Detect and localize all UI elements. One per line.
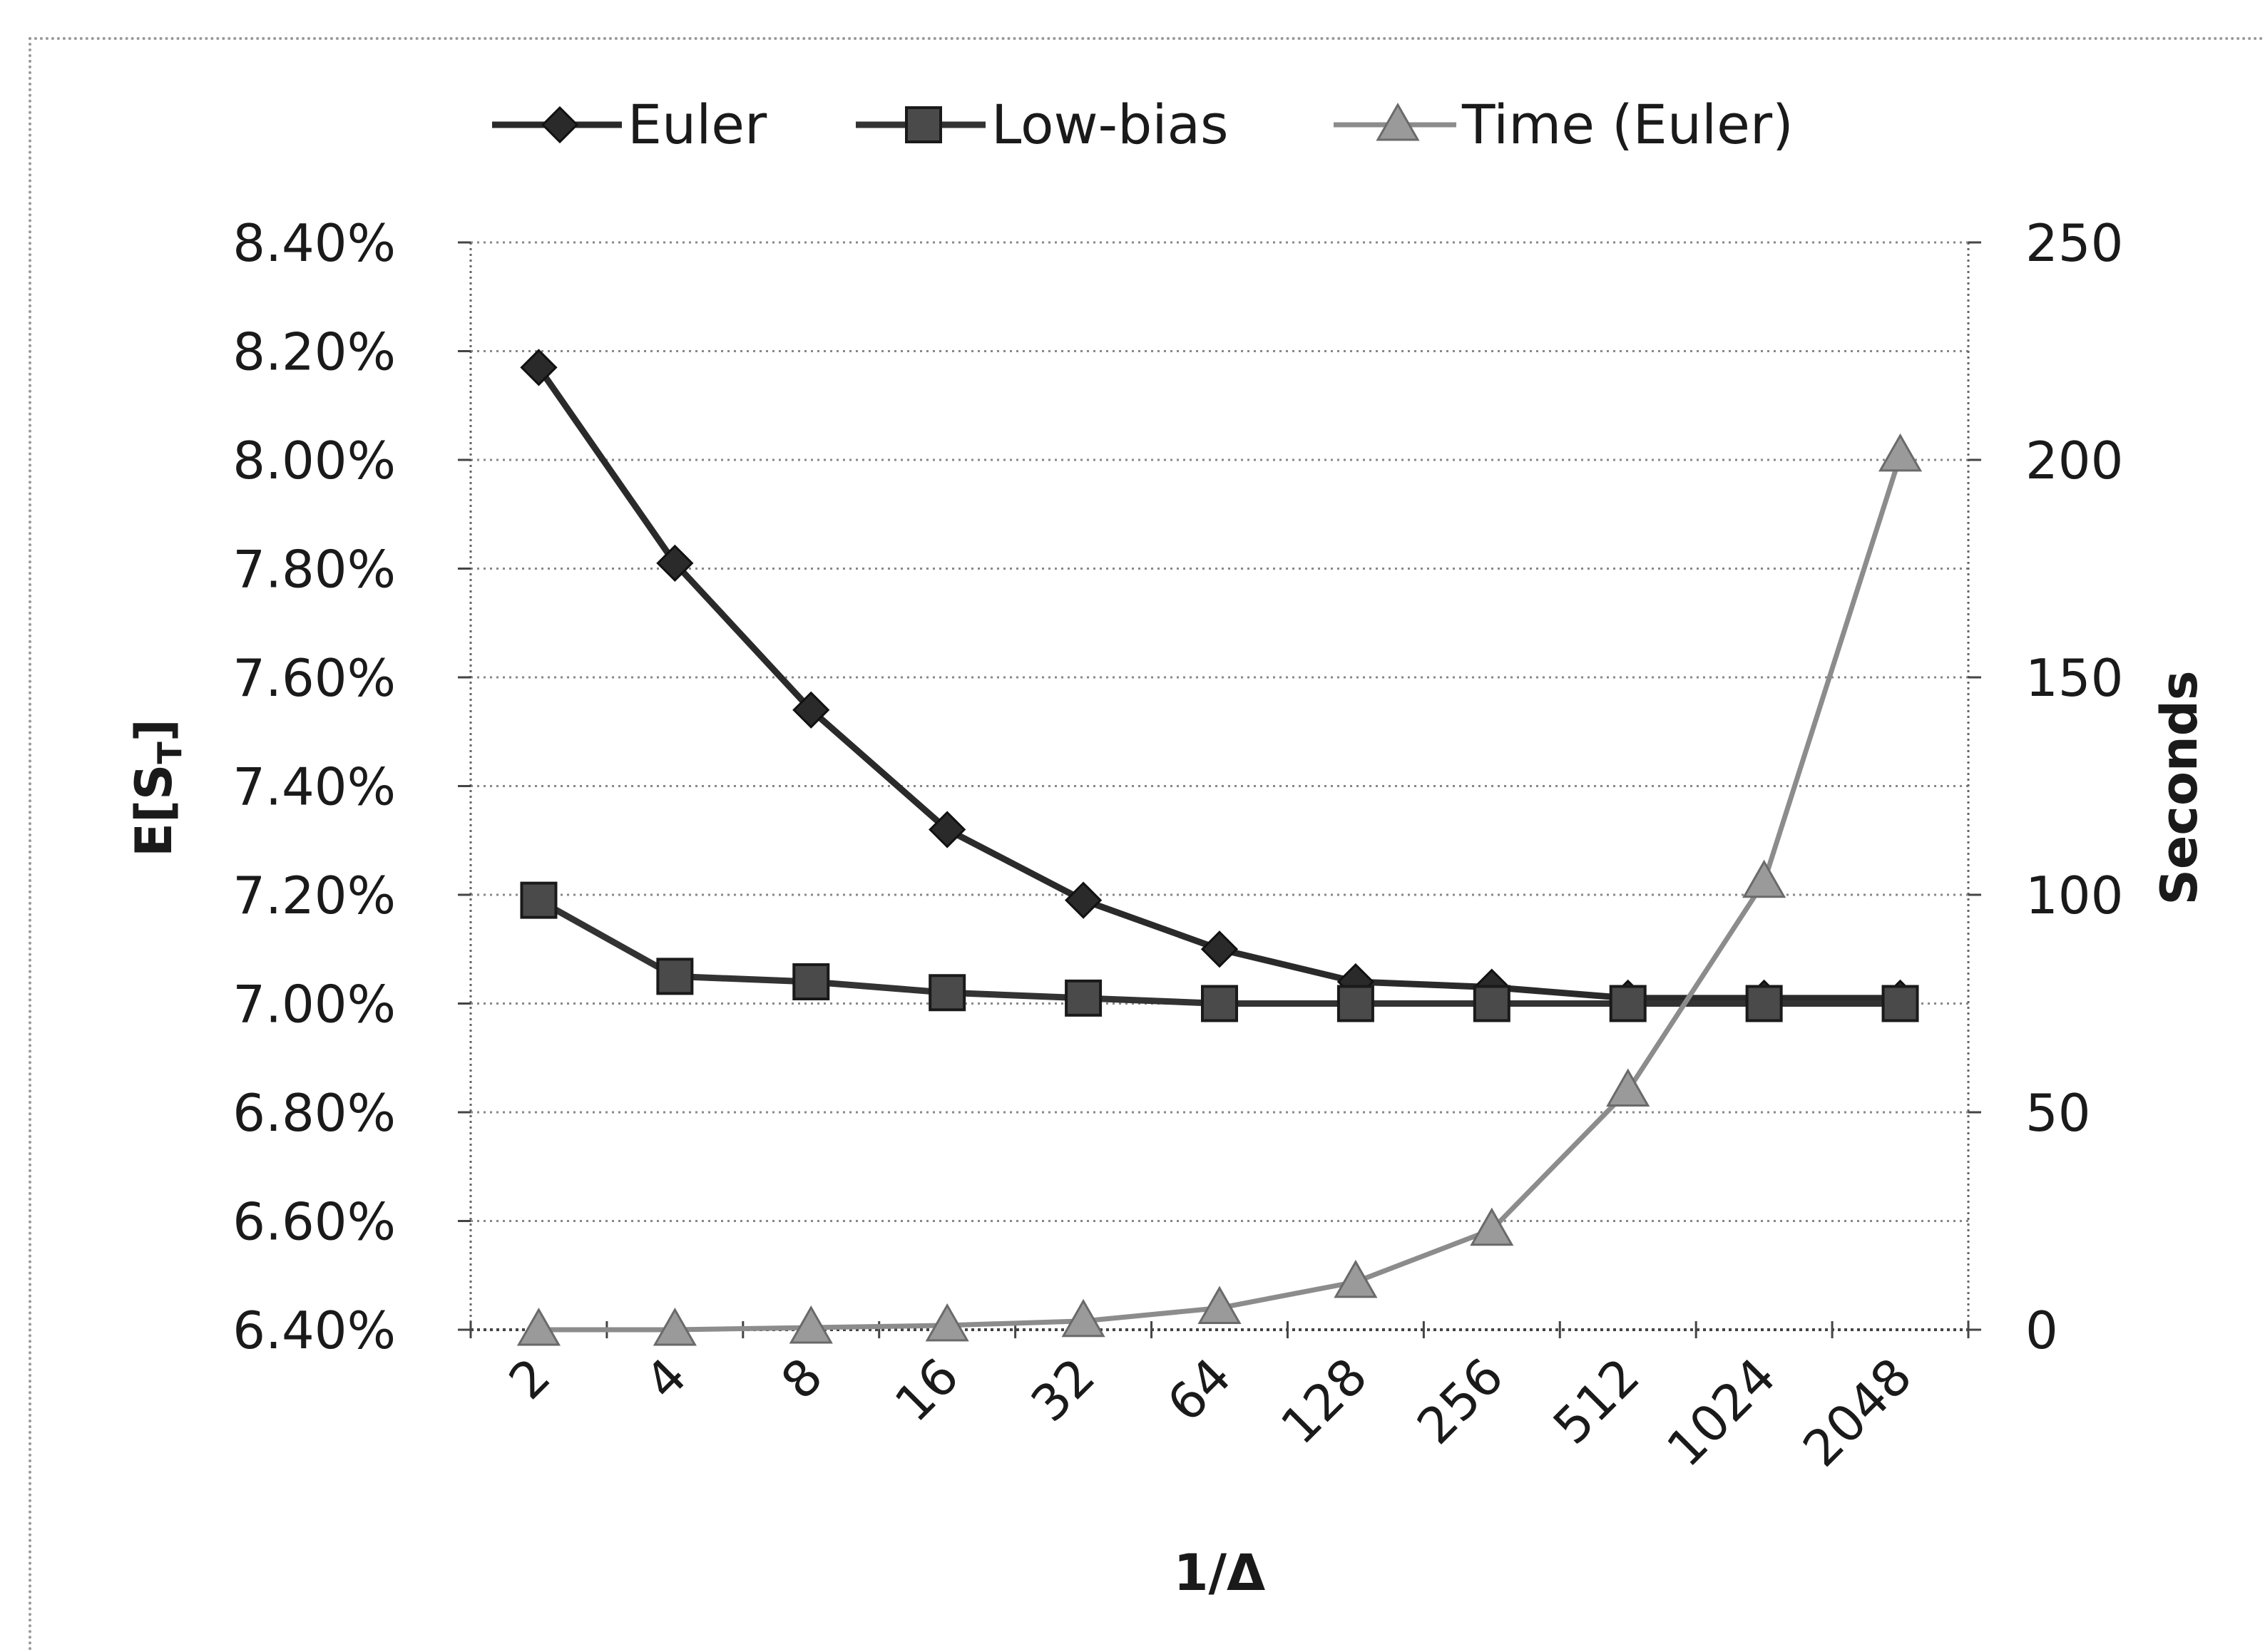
legend-label: Low-bias	[991, 93, 1229, 156]
data-point	[1336, 985, 1374, 1022]
right-tick-label: 100	[2025, 866, 2123, 925]
x-tick-label: 2048	[1792, 1347, 1923, 1478]
right-tick-label: 150	[2025, 648, 2123, 708]
x-tick-label: 8	[770, 1347, 834, 1410]
data-point	[1609, 985, 1647, 1022]
data-point	[929, 811, 966, 848]
right-tick-label: 200	[2025, 431, 2123, 491]
data-point	[1473, 985, 1510, 1022]
gridlines	[471, 241, 1968, 1331]
left-tick-label: 7.60%	[232, 648, 396, 708]
right-tick-label: 0	[2025, 1300, 2058, 1360]
data-point	[1881, 985, 1919, 1022]
data-point	[1197, 1286, 1242, 1324]
data-point	[516, 1307, 561, 1346]
legend-marker	[1376, 102, 1420, 141]
left-tick-label: 6.80%	[232, 1083, 396, 1143]
data-point	[1745, 985, 1783, 1022]
data-point	[1606, 1068, 1650, 1107]
right-axis-ticks: 0 50 100 150 200 250	[1968, 213, 2123, 1360]
left-tick-label: 7.40%	[232, 757, 396, 817]
right-tick-label: 250	[2025, 213, 2123, 273]
data-point	[653, 1307, 697, 1346]
legend-item: Time (Euler)	[1334, 93, 1794, 156]
y-axis-right-title: Seconds	[2150, 670, 2209, 905]
axes	[469, 242, 1970, 1338]
x-tick-label: 1024	[1656, 1347, 1787, 1478]
data-point	[792, 963, 830, 1000]
x-tick-label: 16	[884, 1347, 970, 1433]
x-tick-label: 2	[498, 1347, 561, 1410]
data-point	[656, 544, 694, 582]
data-point	[1200, 930, 1239, 968]
left-axis-ticks: 6.40% 6.60% 6.80% 7.00% 7.20% 7.40% 7.60% 7.80%…	[232, 213, 471, 1360]
series-layer	[516, 349, 1923, 1346]
left-tick-label: 6.40%	[232, 1300, 396, 1360]
legend-item: Low-bias	[856, 93, 1229, 156]
data-point	[520, 881, 558, 919]
data-point	[520, 349, 558, 386]
series-euler	[520, 349, 1919, 1017]
right-tick-label: 50	[2025, 1083, 2091, 1143]
data-point	[656, 958, 694, 995]
x-tick-label: 32	[1020, 1347, 1106, 1433]
data-point	[1201, 985, 1238, 1022]
left-tick-label: 7.00%	[232, 975, 396, 1035]
data-point	[1065, 979, 1103, 1017]
legend-item: Euler	[492, 93, 767, 156]
left-tick-label: 8.40%	[232, 213, 396, 273]
data-point	[1334, 1259, 1378, 1298]
y-axis-left-title: E[ST]	[125, 719, 189, 857]
series-line	[536, 365, 1901, 1002]
series-line	[538, 454, 1903, 1333]
data-point	[925, 1303, 969, 1342]
x-tick-label: 64	[1156, 1347, 1242, 1433]
data-point	[1742, 859, 1786, 898]
left-tick-label: 8.20%	[232, 322, 396, 382]
left-tick-label: 7.80%	[232, 540, 396, 600]
data-point	[1470, 1207, 1514, 1246]
data-point	[792, 691, 830, 729]
x-axis-title: 1/Δ	[1174, 1544, 1265, 1602]
x-tick-label: 256	[1406, 1347, 1514, 1455]
left-tick-label: 7.20%	[232, 866, 396, 925]
data-point	[1061, 1298, 1105, 1338]
legend-marker	[541, 106, 579, 144]
left-tick-label: 6.60%	[232, 1192, 396, 1252]
series-time-euler	[516, 433, 1923, 1346]
legend-marker	[905, 106, 942, 143]
x-tick-label: 128	[1269, 1347, 1378, 1455]
data-point	[1878, 433, 1923, 472]
data-point	[1064, 881, 1103, 919]
data-point	[929, 974, 966, 1012]
data-point	[789, 1305, 833, 1344]
chart-frame	[29, 37, 2265, 1652]
left-tick-label: 8.00%	[232, 431, 396, 491]
legend-label: Time (Euler)	[1461, 93, 1794, 156]
series-low-bias	[520, 881, 1919, 1022]
x-axis-ticks: 2 4 8 16 32 64 128 256 512 1024 2048	[498, 1347, 1923, 1478]
legend-label: Euler	[628, 93, 767, 156]
x-tick-label: 512	[1542, 1347, 1650, 1455]
legend: Euler Low-bias Time (Euler)	[492, 93, 1794, 156]
x-tick-label: 4	[634, 1347, 697, 1410]
